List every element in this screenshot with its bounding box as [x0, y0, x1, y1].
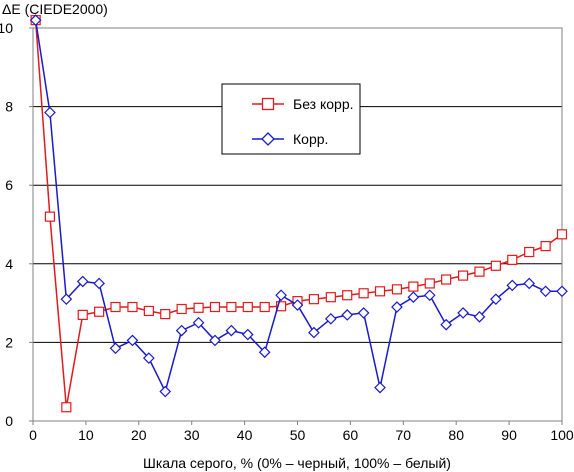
data-point — [490, 260, 501, 271]
data-point — [308, 326, 320, 339]
data-point — [258, 346, 271, 359]
data-point — [457, 270, 469, 281]
x-tick-label: 100 — [550, 427, 574, 443]
data-point — [159, 385, 172, 398]
x-tick-label: 90 — [501, 427, 517, 443]
data-point — [61, 402, 72, 413]
data-point — [275, 289, 287, 302]
legend-marker-square — [261, 97, 275, 111]
data-point — [44, 106, 56, 119]
data-point — [341, 309, 354, 321]
data-point — [325, 292, 336, 303]
x-tick-label: 70 — [396, 427, 412, 443]
data-point — [490, 293, 502, 306]
data-point — [209, 334, 221, 347]
data-point — [473, 311, 486, 323]
data-point — [474, 266, 485, 277]
x-tick-label: 80 — [448, 427, 464, 443]
data-point — [276, 301, 287, 312]
data-point — [259, 301, 270, 313]
data-point — [523, 277, 536, 290]
data-point — [241, 328, 254, 341]
legend-label-bez-korr: Без корр. — [293, 96, 354, 112]
data-point — [342, 290, 353, 301]
data-point — [44, 211, 56, 222]
data-point — [94, 306, 105, 317]
data-point — [391, 284, 403, 295]
data-point — [160, 309, 171, 320]
data-point — [291, 299, 304, 311]
y-tick-label: 6 — [5, 177, 13, 193]
data-point — [440, 318, 452, 331]
data-point — [110, 301, 121, 313]
data-point — [441, 274, 452, 285]
data-point — [193, 302, 204, 313]
data-point — [358, 288, 369, 299]
legend: Без корр. Корр. — [221, 83, 361, 155]
legend-label-korr: Корр. — [293, 131, 328, 147]
series-group — [29, 14, 568, 413]
data-point — [143, 305, 154, 317]
data-point — [556, 229, 568, 240]
data-point — [524, 246, 535, 258]
data-point — [242, 301, 253, 313]
data-point — [226, 301, 237, 313]
data-point — [308, 294, 319, 305]
series-1 — [29, 14, 568, 398]
series-line — [34, 20, 562, 393]
data-point — [374, 286, 386, 297]
data-point — [192, 316, 205, 329]
data-point — [29, 14, 42, 26]
x-tick-label: 20 — [131, 427, 147, 443]
x-tick-label: 50 — [290, 427, 306, 443]
data-point — [407, 291, 420, 304]
data-point — [93, 277, 105, 290]
data-point — [457, 307, 469, 319]
y-tick-label: 10 — [0, 20, 13, 36]
x-axis-title: Шкала серого, % (0% – черный, 100% – бел… — [143, 455, 451, 471]
data-point — [126, 334, 139, 347]
data-point — [357, 307, 370, 319]
data-point — [424, 278, 435, 289]
y-tick-label: 4 — [5, 256, 13, 272]
data-point — [109, 342, 122, 355]
data-point — [539, 285, 552, 298]
data-point — [423, 289, 436, 302]
data-point — [77, 309, 88, 320]
data-point — [225, 324, 238, 337]
data-point — [408, 281, 419, 292]
legend-marker-diamond — [261, 132, 275, 146]
data-point — [176, 303, 187, 315]
y-tick-label: 8 — [5, 99, 13, 115]
data-point — [506, 279, 519, 292]
data-point — [175, 324, 188, 337]
data-point — [556, 285, 568, 298]
x-tick-label: 60 — [343, 427, 359, 443]
x-tick-label: 10 — [78, 427, 94, 443]
data-point — [507, 254, 518, 265]
data-point — [391, 301, 403, 313]
series-0 — [30, 15, 568, 413]
data-point — [374, 381, 386, 394]
legend-box — [221, 83, 361, 155]
y-axis-title: ΔE (CIEDE2000) — [2, 1, 108, 17]
data-point — [209, 301, 221, 313]
y-tick-label: 2 — [5, 334, 13, 350]
data-point — [76, 275, 89, 288]
data-point — [127, 301, 138, 313]
y-tick-label: 0 — [5, 413, 13, 429]
x-tick-label: 30 — [184, 427, 200, 443]
data-point — [324, 312, 337, 325]
x-tick-label: 40 — [237, 427, 253, 443]
x-tick-label: 0 — [29, 427, 37, 443]
data-point — [143, 352, 155, 364]
data-point — [60, 293, 73, 306]
data-point — [540, 241, 551, 252]
